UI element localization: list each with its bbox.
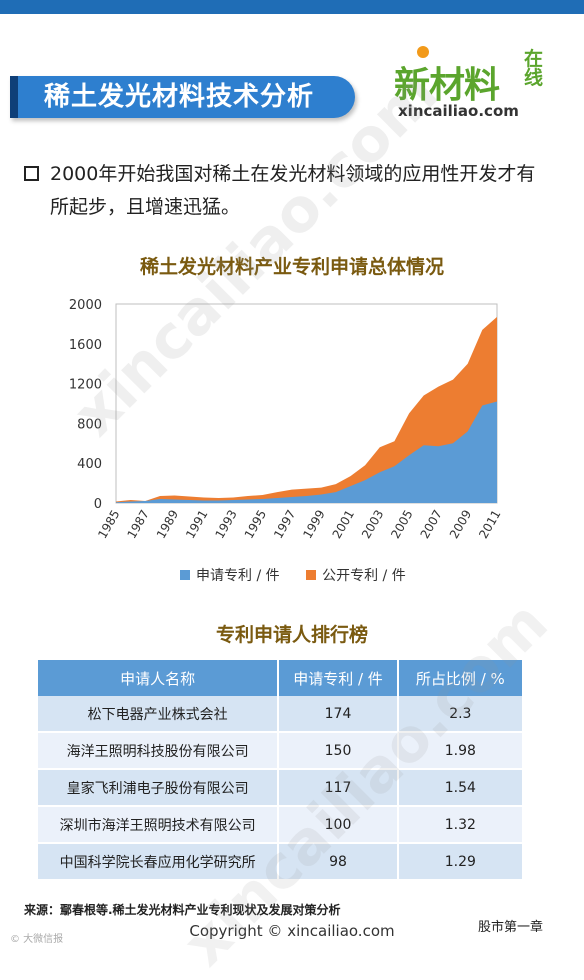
x-tick-label: 1987 <box>125 508 152 541</box>
legend-item-applied: 申请专利 / 件 <box>180 565 280 585</box>
page-title: 稀土发光材料技术分析 <box>44 82 315 112</box>
y-tick-label: 0 <box>94 497 102 512</box>
series-area-public <box>116 316 497 503</box>
legend-swatch-applied <box>180 570 190 580</box>
cell-count: 117 <box>278 769 399 807</box>
cell-applicant: 皇家飞利浦电子股份有限公司 <box>38 769 280 807</box>
site-logo: 新材料 在线 xincailiao.com <box>394 46 564 126</box>
x-tick-label: 1989 <box>154 508 181 541</box>
cell-count: 98 <box>278 843 399 881</box>
cell-count: 150 <box>278 732 399 770</box>
cell-ratio: 1.32 <box>397 806 525 844</box>
y-tick-label: 800 <box>77 417 102 432</box>
y-tick-label: 1200 <box>69 378 102 393</box>
x-tick-label: 2003 <box>359 508 386 541</box>
cell-applicant: 中国科学院长春应用化学研究所 <box>38 843 280 881</box>
logo-main-text: 新材料 <box>394 65 500 106</box>
cell-ratio: 1.29 <box>397 843 525 881</box>
logo-side-text: 在线 <box>524 48 544 89</box>
series-area-applied <box>116 401 497 503</box>
source-note: 来源：鄢春根等.稀土发光材料产业专利现状及发展对策分析 <box>24 903 341 917</box>
legend-swatch-public <box>306 570 317 580</box>
header-applicant: 申请人名称 <box>38 660 280 696</box>
legend-item-public: 公开专利 / 件 <box>306 565 406 585</box>
chart-legend: 申请专利 / 件 公开专利 / 件 <box>180 565 428 585</box>
cell-applicant: 松下电器产业株式会社 <box>38 696 280 733</box>
cell-ratio: 1.54 <box>397 769 525 807</box>
x-tick-label: 2009 <box>447 508 474 541</box>
legend-label-applied: 申请专利 / 件 <box>196 568 280 584</box>
x-tick-label: 1985 <box>95 508 122 541</box>
cell-count: 174 <box>278 696 399 733</box>
y-tick-label: 400 <box>77 457 102 472</box>
cell-count: 100 <box>278 806 399 844</box>
x-tick-label: 2001 <box>330 508 357 541</box>
cell-applicant: 海洋王照明科技股份有限公司 <box>38 732 280 770</box>
logo-dot-icon <box>417 46 429 58</box>
cell-ratio: 1.98 <box>397 732 525 770</box>
cell-ratio: 2.3 <box>397 696 525 733</box>
table-header-row: 申请人名称 申请专利 / 件 所占比例 / % <box>38 660 525 696</box>
table-row: 海洋王照明科技股份有限公司 150 1.98 <box>38 732 525 770</box>
top-accent-bar <box>0 0 584 14</box>
legend-label-public: 公开专利 / 件 <box>322 568 406 584</box>
copyright: Copyright © xincailiao.com <box>189 922 395 940</box>
footer-right-account: 股市第一章 <box>478 920 544 935</box>
header-ratio: 所占比例 / % <box>397 660 525 696</box>
y-tick-label: 2000 <box>69 298 102 313</box>
table-row: 松下电器产业株式会社 174 2.3 <box>38 696 525 733</box>
table-row: 皇家飞利浦电子股份有限公司 117 1.54 <box>38 769 525 807</box>
intro-paragraph: 2000年开始我国对稀土在发光材料领域的应用性开发才有所起步，且增速迅猛。 <box>50 163 536 218</box>
y-tick-label: 1600 <box>69 338 102 353</box>
footer-left-watermark: © 大微信报 <box>10 934 64 945</box>
x-tick-label: 2007 <box>418 508 445 541</box>
x-tick-label: 1993 <box>212 508 239 541</box>
x-tick-label: 1995 <box>242 508 269 541</box>
ranking-table: 申请人名称 申请专利 / 件 所占比例 / % 松下电器产业株式会社 174 2… <box>38 660 525 881</box>
cell-applicant: 深圳市海洋王照明技术有限公司 <box>38 806 280 844</box>
table-row: 中国科学院长春应用化学研究所 98 1.29 <box>38 843 525 881</box>
header-count: 申请专利 / 件 <box>278 660 399 696</box>
logo-url: xincailiao.com <box>398 102 519 120</box>
x-tick-label: 1999 <box>300 508 327 541</box>
chart-title: 稀土发光材料产业专利申请总体情况 <box>139 256 444 278</box>
title-banner <box>10 76 355 118</box>
table-row: 深圳市海洋王照明技术有限公司 100 1.32 <box>38 806 525 844</box>
x-tick-label: 1997 <box>271 508 298 541</box>
x-tick-label: 2011 <box>476 508 503 541</box>
x-tick-label: 1991 <box>183 508 210 541</box>
bullet-square-icon <box>24 166 39 181</box>
ranking-title: 专利申请人排行榜 <box>215 624 368 646</box>
x-tick-label: 2005 <box>388 508 415 541</box>
